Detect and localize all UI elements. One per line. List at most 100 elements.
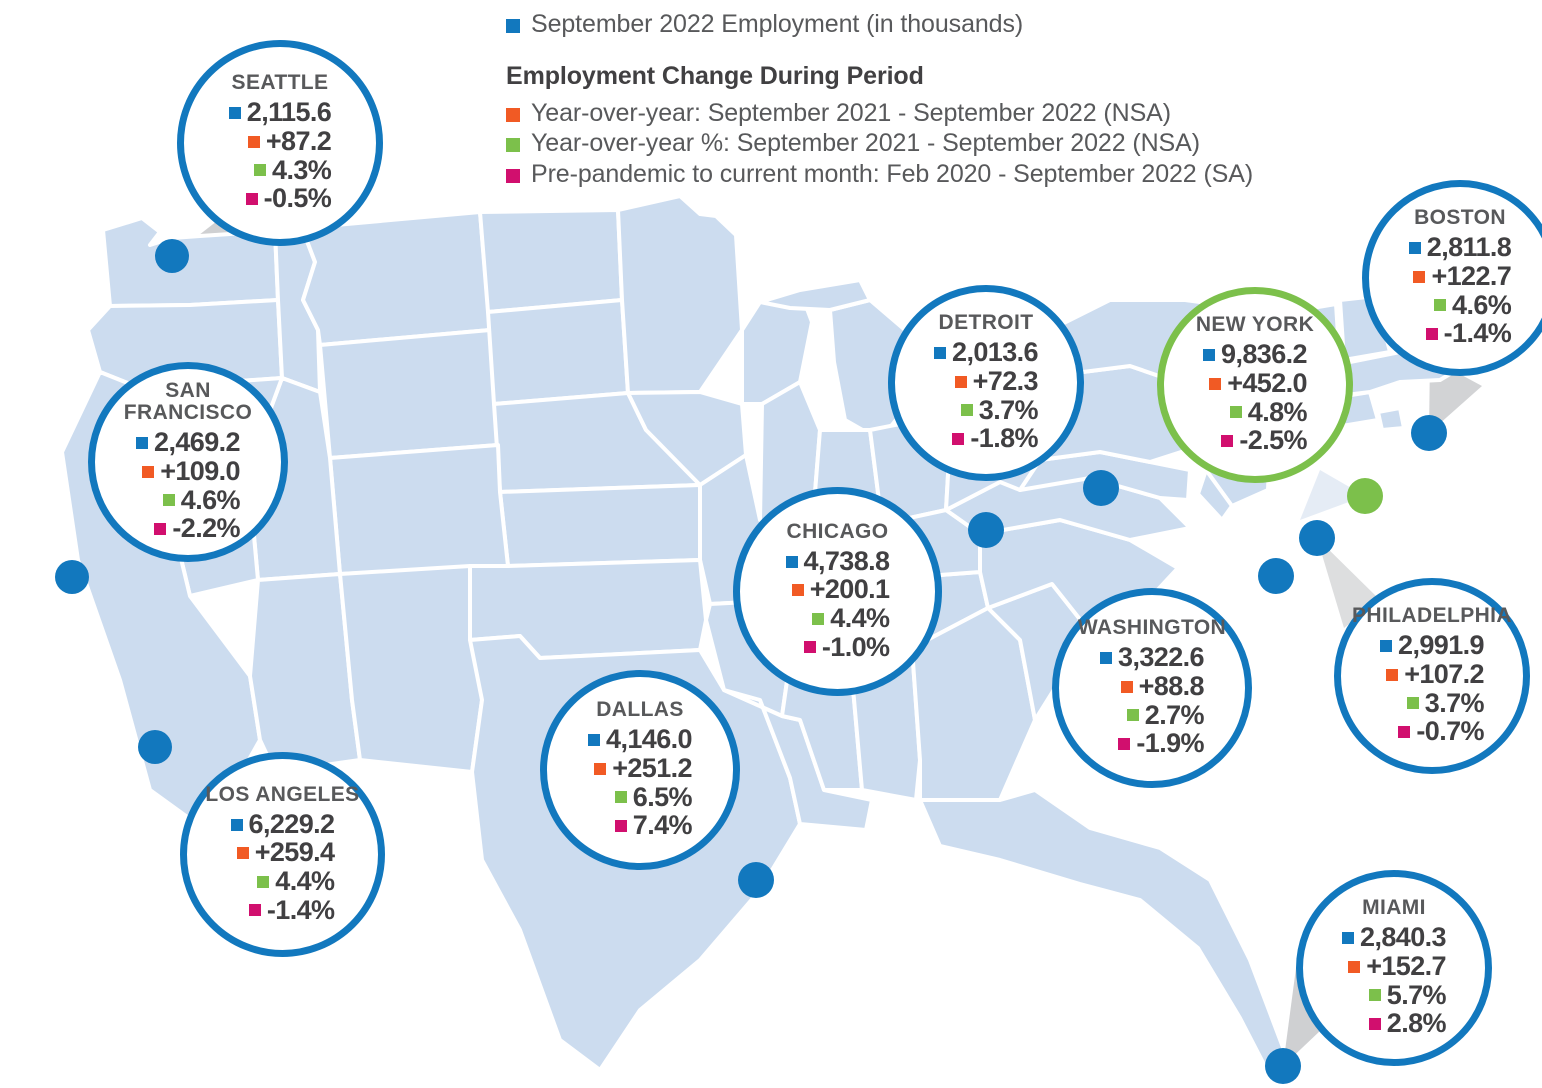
city-bubble-new-york[interactable]: NEW YORK 9,836.2 +452.0 4.8% -2.5% [1157,287,1353,483]
legend-item-prepandemic: Pre-pandemic to current month: Feb 2020 … [506,160,1286,190]
metric-value-yoy_change: +259.4 [254,837,335,868]
metric-row-prepandemic_pct: 7.4% [614,812,693,840]
metric-row-yoy_change: +259.4 [236,837,335,868]
miami-dot[interactable] [1265,1048,1301,1084]
employment-square-marker [136,437,149,450]
seattle-dot[interactable] [155,239,189,273]
metric-value-employment: 2,991.9 [1398,630,1484,661]
yoy_pct-square-marker [1406,697,1419,710]
city-name-dallas: DALLAS [596,698,684,722]
yoy_pct-square-marker [162,494,175,507]
metric-row-yoy_pct: 2.7% [1126,701,1205,730]
prepandemic_pct-square-marker [803,641,816,654]
metric-row-prepandemic_pct: -2.5% [1221,427,1308,455]
metric-row-yoy_change: +107.2 [1386,660,1485,689]
state-co [328,443,510,576]
boston-dot[interactable] [1411,415,1447,451]
metric-value-yoy_change: +72.3 [972,365,1039,396]
metric-row-employment: 2,115.6 [228,97,332,128]
chicago-dot[interactable] [968,512,1004,548]
metric-row-prepandemic_pct: -1.0% [803,631,890,662]
san-francisco-dot[interactable] [55,560,89,594]
city-bubble-chicago[interactable]: CHICAGO 4,738.8 +200.1 4.4% -1.0% [733,487,942,696]
legend-item-prepandemic-label: Pre-pandemic to current month: Feb 2020 … [531,159,1254,188]
dallas-dot[interactable] [738,862,774,898]
state-fl [918,788,1286,1078]
employment-square-marker [1100,652,1113,665]
metric-row-prepandemic_pct: -0.7% [1398,718,1485,746]
washington-dot[interactable] [1258,558,1294,594]
city-bubble-philadelphia[interactable]: PHILADELPHIA 2,991.9 +107.2 3.7% -0.7% [1334,578,1530,774]
city-bubble-washington[interactable]: WASHINGTON 3,322.6 +88.8 2.7% -1.9% [1052,588,1252,788]
yoy_pct-square-marker [614,791,627,804]
state-mn [616,194,744,395]
city-name-seattle: SEATTLE [231,71,329,95]
metric-value-employment: 2,115.6 [246,97,332,128]
metric-row-employment: 2,840.3 [1342,922,1447,953]
yoy_pct-square-marker [1229,406,1242,419]
prepandemic_pct-square-marker [248,904,261,917]
legend-item-yoy-pct: Year-over-year %: September 2021 - Septe… [506,129,1286,159]
metric-value-yoy_change: +452.0 [1227,367,1307,398]
metric-value-employment: 9,836.2 [1221,339,1307,370]
yoy_pct-square-marker [960,404,973,417]
city-bubble-seattle[interactable]: SEATTLE 2,115.6 +87.2 4.3% -0.5% [177,40,383,246]
new-york-dot[interactable] [1347,478,1383,514]
metric-value-yoy_change: +87.2 [265,125,332,156]
yoy_change-square-marker [954,375,967,388]
metric-row-yoy_change: +452.0 [1209,367,1308,398]
city-bubble-dallas[interactable]: DALLAS 4,146.0 +251.2 6.5% 7.4% [540,670,740,870]
city-metrics-san-francisco: 2,469.2 +109.0 4.6% -2.2% [136,427,241,544]
metric-row-yoy_pct: 6.5% [614,783,693,812]
yoy_change-square-marker [791,584,804,597]
prepandemic_pct-square-marker [614,819,627,832]
city-metrics-miami: 2,840.3 +152.7 5.7% 2.8% [1342,922,1447,1038]
state-nd [478,208,624,314]
city-metrics-seattle: 2,115.6 +87.2 4.3% -0.5% [228,97,332,214]
metric-row-yoy_change: +122.7 [1413,262,1512,291]
metric-row-yoy_change: +152.7 [1348,950,1447,981]
metric-value-employment: 4,738.8 [803,545,890,576]
metric-value-yoy_change: +88.8 [1138,670,1205,701]
metric-value-yoy_change: +251.2 [612,752,692,783]
city-bubble-los-angeles[interactable]: LOS ANGELES 6,229.2 +259.4 4.4% -1.4% [180,752,385,957]
detroit-dot[interactable] [1083,470,1119,506]
employment-square-marker [228,107,241,120]
city-name-boston: BOSTON [1414,206,1506,230]
metric-value-yoy_pct: 4.3% [272,154,332,185]
metric-value-employment: 2,469.2 [154,427,240,458]
metric-row-prepandemic_pct: -1.9% [1118,728,1205,759]
metric-value-prepandemic_pct: -2.2% [172,513,240,544]
metric-value-yoy_change: +152.7 [1366,950,1446,981]
metric-value-employment: 2,840.3 [1360,922,1446,953]
legend-item-yoy-label: Year-over-year: September 2021 - Septemb… [531,98,1171,127]
city-bubble-detroit[interactable]: DETROIT 2,013.6 +72.3 3.7% -1.8% [888,285,1084,481]
philadelphia-dot[interactable] [1299,520,1335,556]
city-bubble-san-francisco[interactable]: SAN FRANCISCO 2,469.2 +109.0 4.6% -2.2% [88,362,288,562]
metric-row-employment: 4,738.8 [785,545,890,576]
metric-value-yoy_pct: 4.6% [180,484,241,515]
legend-primary-row: September 2022 Employment (in thousands) [506,10,1286,40]
metric-value-prepandemic_pct: -0.5% [263,183,332,214]
city-metrics-boston: 2,811.8 +122.7 4.6% -1.4% [1408,234,1512,348]
metric-row-yoy_pct: 3.7% [1406,687,1485,718]
metric-row-yoy_change: +200.1 [791,576,890,604]
employment-square-marker [1203,349,1216,362]
metric-row-employment: 2,469.2 [136,427,241,458]
yoy_pct-square-marker [257,875,270,888]
metric-value-yoy_pct: 3.7% [1424,687,1485,718]
legend: September 2022 Employment (in thousands)… [506,10,1286,190]
los-angeles-dot[interactable] [138,730,172,764]
metric-value-prepandemic_pct: -1.9% [1136,728,1204,759]
metric-row-employment: 2,991.9 [1380,630,1485,661]
city-name-detroit: DETROIT [938,311,1034,335]
metric-row-yoy_pct: 5.7% [1368,981,1447,1010]
employment-square-marker [1342,932,1355,945]
city-bubble-miami[interactable]: MIAMI 2,840.3 +152.7 5.7% 2.8% [1296,870,1492,1066]
metric-value-prepandemic_pct: -1.0% [821,631,890,662]
metric-value-yoy_pct: 4.4% [275,866,335,897]
city-bubble-boston[interactable]: BOSTON 2,811.8 +122.7 4.6% -1.4% [1362,180,1542,376]
metric-row-employment: 2,013.6 [934,339,1039,367]
metric-row-prepandemic_pct: -1.8% [952,425,1039,453]
yoy_pct-square-marker [1126,709,1139,722]
